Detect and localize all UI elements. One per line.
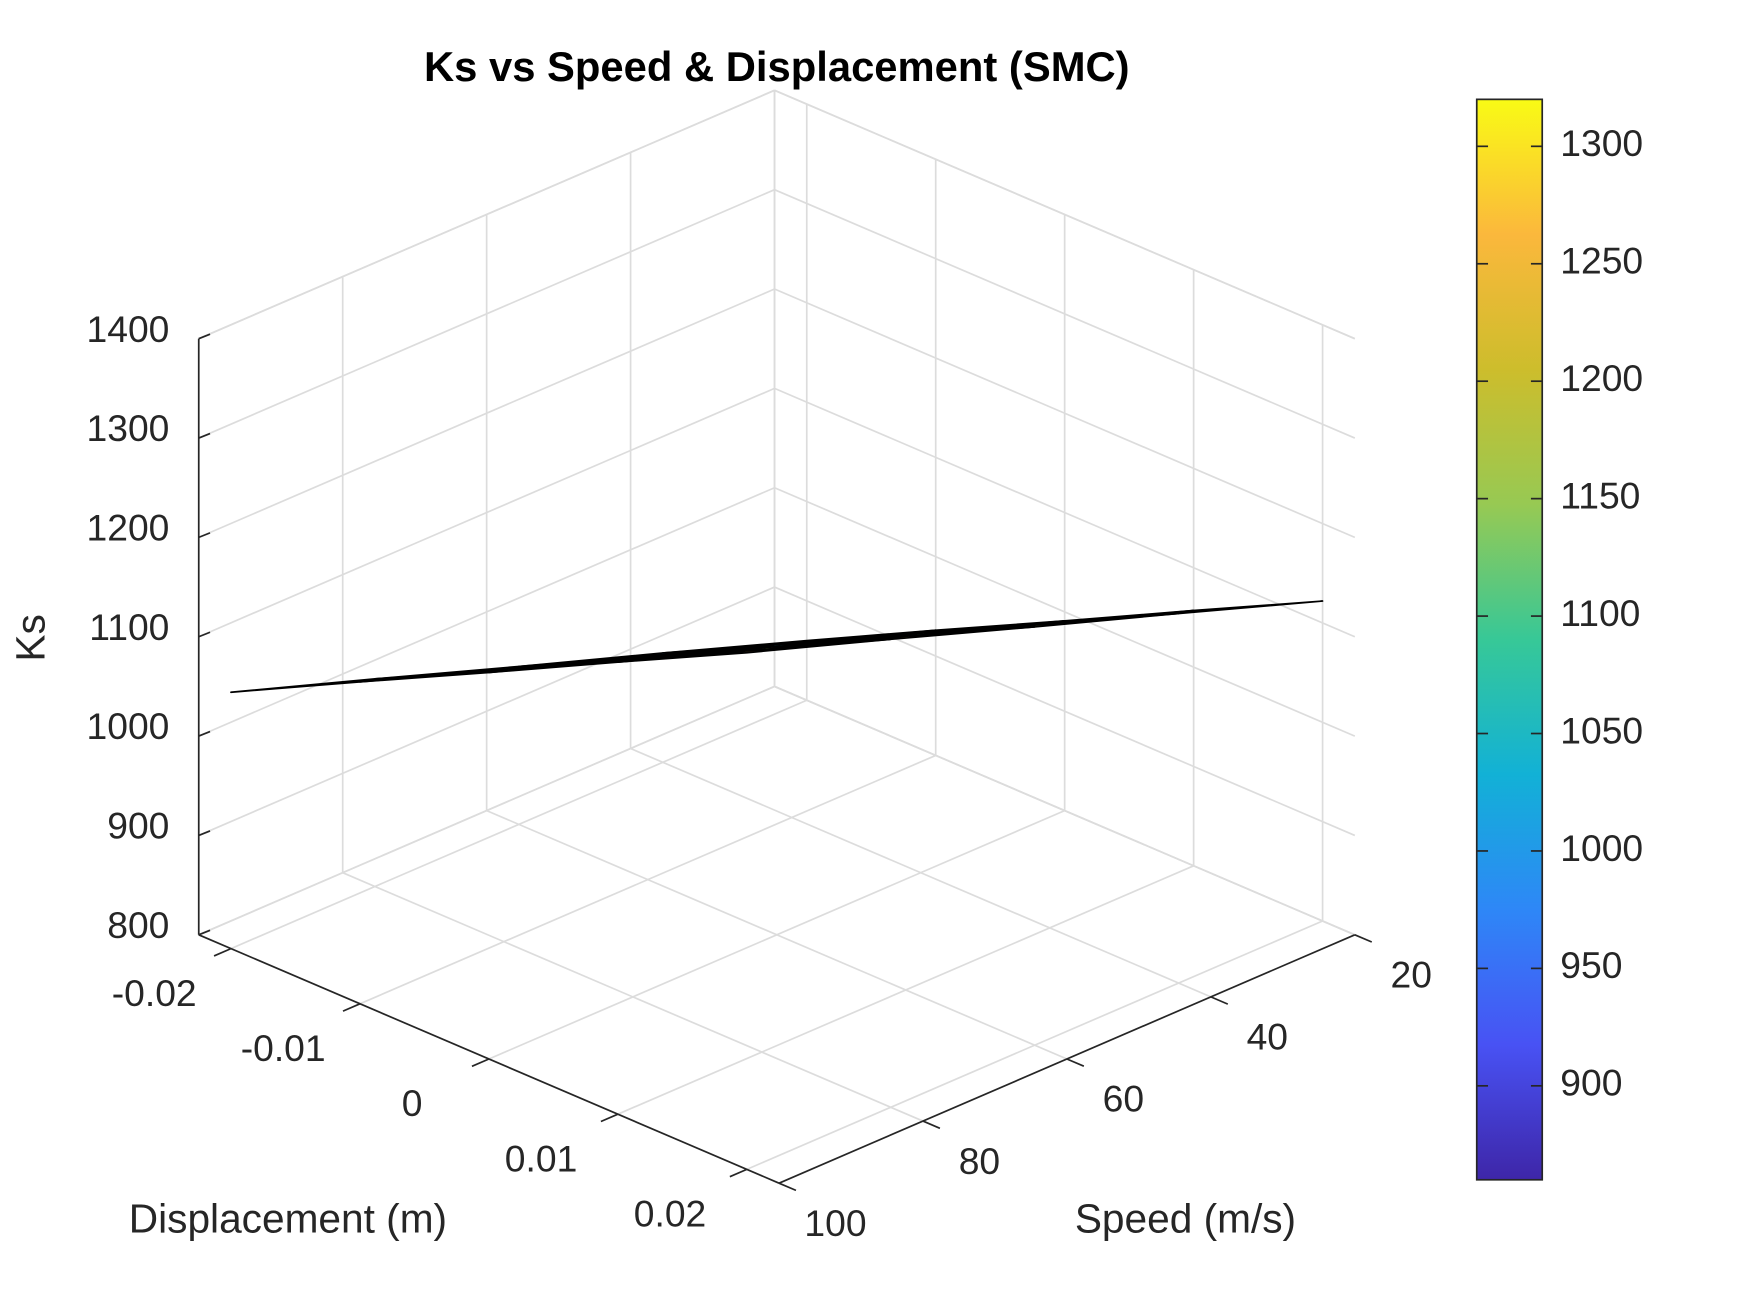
grid-line	[774, 188, 1356, 439]
z-axis-label: Ks	[8, 614, 54, 661]
grid-line	[774, 486, 1356, 737]
y-tick	[471, 1058, 490, 1068]
grid-line	[746, 920, 1323, 1171]
x-tick-label: 100	[804, 1202, 866, 1244]
z-tick	[198, 929, 211, 936]
y-tick-label: -0.01	[241, 1027, 326, 1069]
colorbar-tick-label: 1000	[1560, 827, 1643, 869]
z-tick-label: 1100	[89, 606, 169, 648]
grid-line	[774, 89, 1356, 340]
colorbar-tick-label: 900	[1560, 1062, 1622, 1104]
y-tick-label: -0.02	[112, 972, 197, 1014]
x-tick	[1066, 1058, 1085, 1067]
grid-line	[774, 288, 1356, 539]
colorbar-tick-label: 1100	[1560, 592, 1640, 634]
grid-line	[774, 586, 1356, 837]
y-tick-label: 0.01	[505, 1137, 577, 1179]
y-tick	[213, 947, 232, 957]
grid-line	[617, 865, 1194, 1115]
y-tick	[342, 1003, 361, 1012]
grid-line	[230, 699, 808, 950]
grid-line	[488, 809, 1066, 1060]
z-tick-label: 1300	[87, 407, 170, 449]
y-tick-label: 0	[402, 1082, 423, 1124]
surface-face	[616, 638, 892, 663]
y-tick-label: 0.02	[634, 1193, 707, 1235]
z-tick	[198, 631, 211, 638]
grid-line	[198, 387, 775, 638]
z-tick	[198, 532, 211, 539]
grid-line	[774, 387, 1356, 638]
colorbar-tick-label: 1050	[1560, 709, 1643, 751]
grid-line	[359, 754, 937, 1005]
grid-line	[198, 188, 775, 439]
x-tick-label: 80	[959, 1140, 1000, 1182]
z-tick	[198, 830, 211, 837]
x-tick-label: 60	[1103, 1078, 1144, 1120]
z-tick-label: 800	[107, 904, 169, 946]
chart-title: Ks vs Speed & Displacement (SMC)	[424, 43, 1130, 90]
z-tick	[198, 730, 211, 737]
colorbar	[1475, 98, 1544, 1181]
colorbar-tick-label: 1150	[1560, 474, 1640, 516]
z-tick-label: 1400	[87, 308, 170, 350]
x-tick-label: 40	[1247, 1016, 1288, 1058]
y-tick	[729, 1168, 748, 1178]
y-tick	[600, 1113, 619, 1123]
grid-line	[198, 89, 775, 340]
grid-line	[198, 586, 775, 837]
z-tick-label: 1000	[87, 705, 170, 747]
colorbar-tick-label: 1250	[1560, 240, 1643, 282]
x-tick-label: 20	[1391, 954, 1432, 996]
x-tick	[922, 1120, 941, 1130]
x-tick	[1210, 996, 1229, 1005]
x-axis-label: Speed (m/s)	[1075, 1195, 1296, 1241]
z-tick	[198, 432, 211, 439]
z-tick	[198, 333, 211, 340]
colorbar-tick-label: 1200	[1560, 357, 1643, 399]
x-tick	[1354, 934, 1373, 943]
y-axis-label: Displacement (m)	[129, 1195, 447, 1241]
z-tick-label: 900	[107, 805, 169, 847]
grid-line	[198, 288, 775, 539]
colorbar-tick-label: 950	[1560, 944, 1622, 986]
grid-line	[198, 486, 775, 737]
grid-line	[198, 685, 775, 936]
x-tick	[778, 1182, 797, 1192]
z-tick-label: 1200	[87, 506, 170, 548]
grid-line	[774, 685, 1356, 936]
colorbar-tick-label: 1300	[1560, 122, 1643, 164]
